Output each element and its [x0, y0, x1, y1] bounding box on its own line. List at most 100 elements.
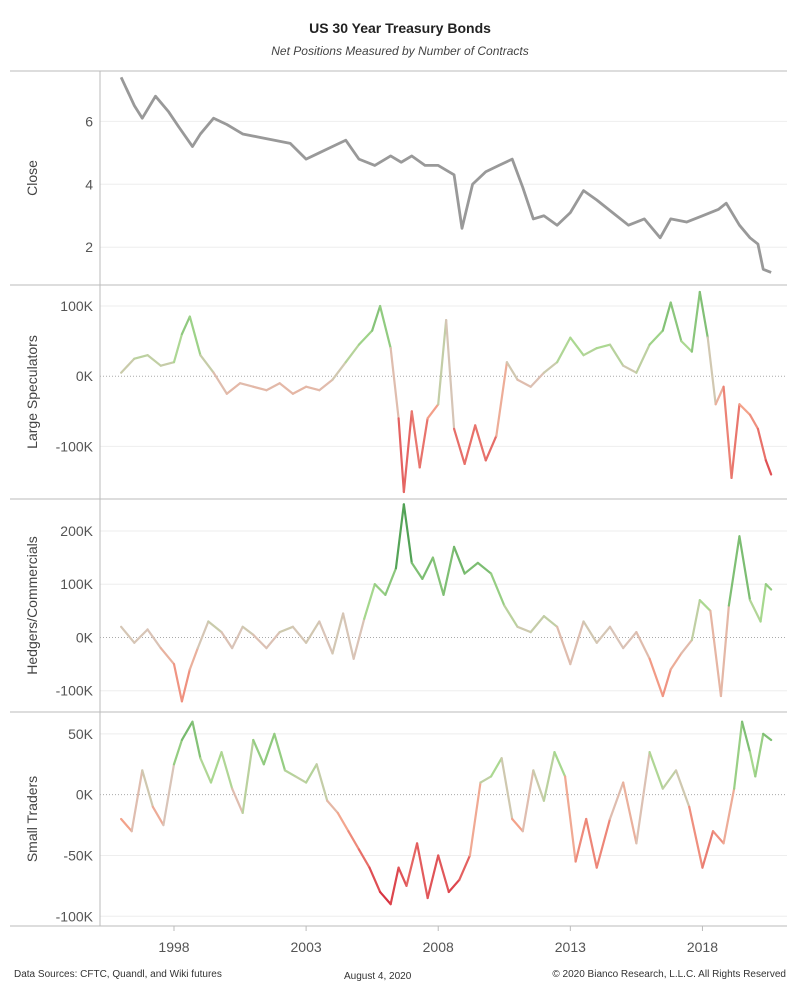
series-segment	[542, 361, 559, 374]
series-segment	[305, 620, 321, 644]
y-tick-label: 200K	[60, 523, 93, 539]
series-segment	[437, 318, 448, 406]
series-segment	[196, 620, 210, 650]
series-segment	[326, 799, 339, 815]
series-segment	[180, 315, 191, 336]
y-tick-label: 6	[85, 113, 93, 129]
series-line-close	[119, 76, 772, 274]
series-segment	[582, 347, 598, 357]
series-segment	[727, 535, 741, 607]
series-segment	[542, 751, 556, 802]
series-segment	[714, 385, 725, 406]
series-segment	[418, 417, 429, 469]
series-segment	[754, 732, 765, 778]
series-segment	[315, 763, 329, 802]
series-segment	[273, 732, 287, 772]
series-segment	[701, 830, 715, 869]
series-segment	[688, 805, 704, 869]
series-segment	[141, 769, 154, 808]
series-segment	[529, 371, 546, 388]
series-segment	[622, 364, 638, 374]
series-segment	[162, 763, 176, 827]
series-segment	[120, 357, 136, 374]
series-segment	[180, 720, 194, 742]
series-segment	[278, 382, 294, 395]
series-segment	[252, 385, 268, 392]
series-segment	[474, 424, 487, 462]
series-segment	[265, 382, 281, 392]
series-segment	[711, 830, 725, 845]
series-segment	[402, 503, 413, 565]
series-segment	[574, 817, 588, 863]
series-segment	[394, 503, 405, 570]
series-segment	[397, 417, 405, 494]
y-tick-label: 50K	[68, 726, 94, 742]
series-segment	[608, 781, 625, 821]
series-segment	[500, 757, 514, 821]
series-segment	[690, 599, 701, 642]
series-segment	[738, 403, 752, 416]
series-segment	[130, 769, 144, 833]
series-segment	[463, 561, 479, 575]
series-segment	[722, 787, 736, 845]
series-segment	[363, 583, 376, 620]
series-segment	[373, 583, 387, 596]
y-tick-label: 100K	[60, 576, 93, 592]
series-segment	[680, 639, 693, 655]
series-segment	[635, 631, 651, 660]
series-segment	[231, 625, 244, 650]
x-tick-label: 2008	[423, 939, 454, 955]
series-segment	[341, 612, 355, 660]
series-segment	[241, 738, 255, 815]
series-segment	[231, 787, 244, 815]
series-segment	[622, 631, 638, 650]
series-segment	[722, 385, 733, 480]
series-segment	[146, 628, 162, 650]
y-tick-label: -50K	[63, 847, 93, 863]
series-segment	[188, 646, 199, 671]
series-segment	[172, 738, 184, 766]
series-segment	[706, 336, 717, 406]
series-segment	[648, 751, 664, 790]
series-segment	[529, 615, 546, 634]
series-segment	[180, 668, 191, 703]
chart-subtitle: Net Positions Measured by Number of Cont…	[271, 44, 529, 58]
series-segment	[447, 878, 461, 894]
series-segment	[503, 604, 519, 628]
series-segment	[437, 854, 450, 894]
y-tick-label: 2	[85, 239, 93, 255]
series-segment	[397, 866, 408, 887]
series-segment	[748, 413, 760, 430]
series-segment	[458, 854, 472, 881]
y-axis-title: Small Traders	[24, 776, 40, 862]
series-segment	[172, 333, 184, 364]
series-segment	[252, 633, 268, 650]
series-segment	[759, 583, 767, 623]
series-segment	[661, 668, 672, 698]
series-segment	[426, 854, 440, 900]
series-segment	[442, 545, 456, 596]
series-segment	[120, 625, 136, 644]
series-segment	[283, 769, 297, 778]
series-segment	[516, 378, 532, 388]
series-segment	[738, 535, 752, 602]
series-segment	[225, 382, 242, 395]
series-segment	[595, 343, 612, 350]
series-segment	[199, 354, 215, 374]
series-segment	[120, 817, 133, 833]
series-segment	[452, 427, 466, 466]
series-segment	[680, 340, 693, 353]
series-segment	[352, 617, 366, 660]
series-segment	[347, 830, 361, 851]
series-segment	[595, 625, 612, 644]
publish-date: August 4, 2020	[344, 971, 412, 982]
series-segment	[608, 343, 625, 367]
series-segment	[278, 625, 294, 634]
series-segment	[159, 361, 176, 367]
y-axis-title: Large Speculators	[24, 335, 40, 449]
copyright-note: © 2020 Bianco Research, L.L.C. All Right…	[552, 969, 786, 980]
series-segment	[318, 378, 334, 392]
series-segment	[582, 620, 598, 644]
series-segment	[220, 631, 234, 650]
